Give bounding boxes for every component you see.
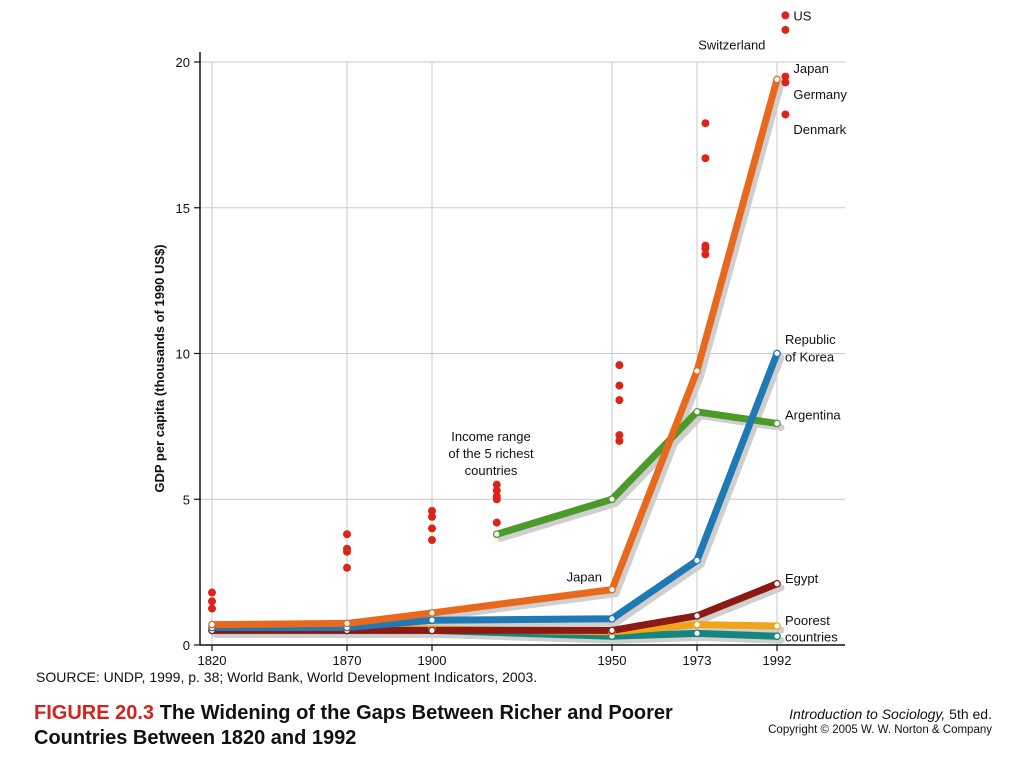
series-point [693,620,701,629]
richest-country-dot [343,563,351,572]
richest-country-dot [208,588,216,597]
series-point [693,611,701,620]
series-point [208,620,216,629]
book-credit: Introduction to Sociology, 5th ed. Copyr… [768,706,992,736]
x-tick-label: 1870 [333,653,362,668]
series-line [493,408,781,538]
richest-country-dot [428,506,436,515]
series-point [343,619,351,628]
x-tick-label: 1950 [598,653,627,668]
richest-country-dot [208,604,216,613]
richest-country-dot [781,11,790,20]
richest-country-dot [343,547,351,556]
series-label: Japan [567,570,602,585]
y-tick-label: 5 [183,492,190,507]
book-title: Introduction to Sociology, [789,706,946,722]
series-label: Argentina [785,408,841,423]
annotation-text: of the 5 richest [448,446,534,461]
y-tick-label: 0 [183,638,190,653]
richest-country-dot [492,486,501,495]
y-tick-label: 20 [176,55,190,70]
annotation-text: countries [465,463,518,478]
richest-country-dot [781,72,790,81]
series-point [693,367,701,375]
series-shadow [212,79,785,633]
richest-country-label: Germany [793,87,847,102]
series-point [608,626,616,635]
copyright-note: Copyright © 2005 W. W. Norton & Company [768,724,992,736]
richest-country-label: US [793,8,811,23]
richest-country-dot [428,524,436,533]
figure-number: FIGURE 20.3 [34,702,155,724]
series-point [773,349,781,358]
series-label: Egypt [785,571,819,586]
richest-country-dot [492,480,501,489]
series-point [693,407,701,416]
richest-country-dot [615,431,624,440]
series-label: countries [785,629,838,644]
richest-country-dot [343,530,351,539]
series-point [773,75,781,84]
series-point [773,419,781,428]
richest-country-label: Japan [793,61,828,76]
richest-country-dot [428,512,436,521]
series-point [773,632,781,641]
series-label: Republic [785,332,836,347]
series-point [428,609,436,617]
y-axis-title: GDP per capita (thousands of 1990 US$) [152,244,167,492]
richest-country-label: Denmark [793,122,846,137]
y-tick-label: 10 [176,347,190,362]
series-point [693,556,701,565]
figure-caption: FIGURE 20.3 The Widening of the Gaps Bet… [34,701,724,751]
richest-country-dot [701,250,710,259]
richest-country-dot [615,381,624,390]
x-tick-label: 1900 [418,653,447,668]
richest-country-dot [208,597,216,606]
richest-country-dot [428,536,436,545]
x-tick-label: 1820 [198,653,227,668]
richest-country-dot [781,110,790,119]
richest-country-dot [492,495,501,504]
x-tick-label: 1973 [683,653,712,668]
series-point [428,616,436,625]
richest-country-dot [615,361,624,370]
series-point [428,626,436,635]
series-point [773,622,781,630]
richest-country-dot [781,78,790,87]
series-point [492,530,501,539]
richest-country-dot [492,518,501,527]
series-point [608,495,616,504]
series-label: Poorest [785,613,830,628]
y-tick-label: 15 [176,201,190,216]
richest-country-dot [615,396,624,405]
richest-country-dot [701,154,710,163]
x-tick-label: 1992 [763,653,792,668]
richest-country-label: Switzerland [698,38,765,53]
richest-country-dot [701,119,710,128]
series-point [773,579,781,588]
annotation-text: Income range [451,429,531,444]
book-edition: 5th ed. [949,706,992,722]
richest-country-dot [615,436,624,445]
series-point [608,614,616,623]
series-line [208,75,781,629]
richest-country-dot [781,25,790,34]
richest-country-dot [701,244,710,253]
series-point [608,585,616,594]
series-point [693,629,701,638]
figure-title: The Widening of the Gaps Between Richer … [34,702,673,749]
source-note: SOURCE: UNDP, 1999, p. 38; World Bank, W… [36,669,538,685]
series-label: of Korea [785,349,835,364]
series-line [208,350,781,632]
